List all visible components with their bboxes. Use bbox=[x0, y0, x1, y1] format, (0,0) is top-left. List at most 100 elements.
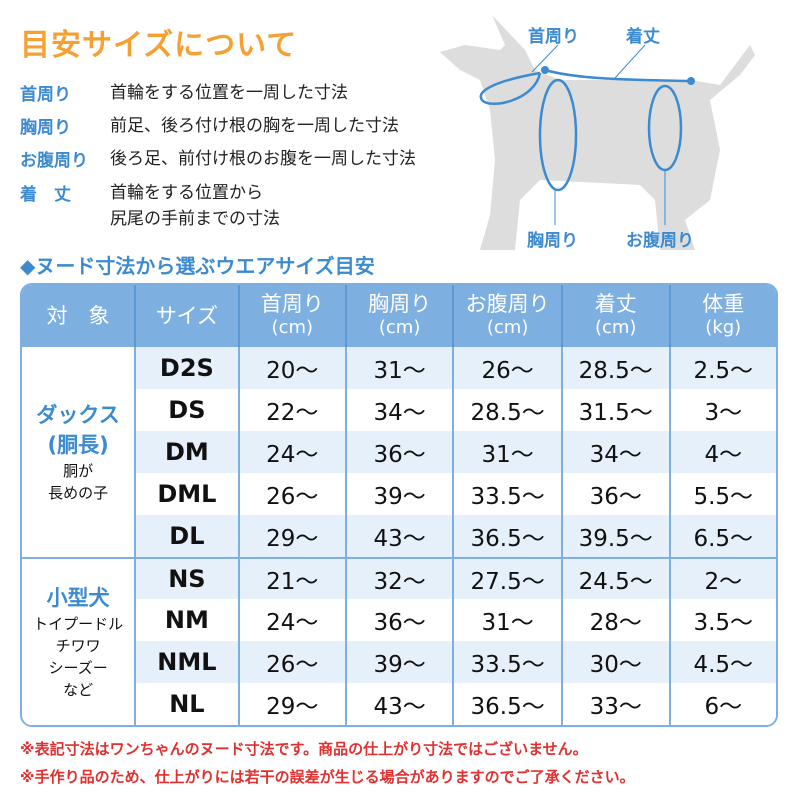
header-label: 体重 bbox=[702, 292, 745, 316]
desc: 後ろ足、前付け根のお腹を一周した寸法 bbox=[110, 149, 416, 169]
value-cell: 33.5〜 bbox=[452, 641, 561, 683]
value-cell: 4.5〜 bbox=[668, 641, 776, 683]
chest-ring bbox=[538, 78, 578, 192]
size-cell: NL bbox=[134, 683, 238, 725]
dog-diagram bbox=[440, 15, 755, 250]
group-desc: シーズー bbox=[48, 659, 108, 677]
definition-length: 着 丈 首輪をする位置から 尻尾の手前までの寸法 bbox=[20, 180, 280, 232]
value-cell: 36〜 bbox=[344, 431, 453, 473]
label-chest: 胸周り bbox=[527, 231, 578, 251]
value-cell: 33〜 bbox=[560, 683, 669, 725]
value-cell: 28〜 bbox=[560, 599, 669, 641]
term: 首周り bbox=[20, 85, 71, 105]
table-row: NML 26〜 39〜 33.5〜 30〜 4.5〜 bbox=[22, 641, 776, 683]
value-cell: 6.5〜 bbox=[668, 515, 776, 557]
header-unit: (cm) bbox=[486, 317, 529, 338]
value-cell: 20〜 bbox=[237, 347, 345, 389]
value-cell: 43〜 bbox=[344, 515, 453, 557]
value-cell: 39〜 bbox=[344, 641, 453, 683]
group-desc: チワワ bbox=[55, 637, 101, 655]
value-cell: 28.5〜 bbox=[452, 389, 561, 431]
value-cell: 24〜 bbox=[237, 431, 345, 473]
value-cell: 29〜 bbox=[237, 683, 345, 725]
note-1: ※表記寸法はワンちゃんのヌード寸法です。商品の仕上がり寸法ではございません。 bbox=[20, 740, 588, 758]
value-cell: 33.5〜 bbox=[452, 473, 561, 515]
header-unit: (cm) bbox=[594, 317, 637, 338]
value-cell: 2〜 bbox=[668, 557, 776, 599]
definition-chest: 胸周り 前足、後ろ付け根の胸を一周した寸法 bbox=[20, 113, 399, 139]
value-cell: 2.5〜 bbox=[668, 347, 776, 389]
value-cell: 36〜 bbox=[344, 599, 453, 641]
column-header: 着丈 (cm) bbox=[560, 285, 669, 347]
size-cell: DML bbox=[134, 473, 238, 515]
header-label: サイズ bbox=[155, 304, 219, 328]
group-cell: ダックス (胴長) 胴が長めの子 bbox=[22, 347, 135, 557]
value-cell: 5.5〜 bbox=[668, 473, 776, 515]
value-cell: 30〜 bbox=[560, 641, 669, 683]
value-cell: 24〜 bbox=[237, 599, 345, 641]
desc: 首輪をする位置を一周した寸法 bbox=[110, 83, 348, 103]
length-line bbox=[544, 68, 692, 83]
table-row: DL 29〜 43〜 36.5〜 39.5〜 6.5〜 bbox=[22, 515, 776, 557]
group-title: 小型犬 bbox=[46, 586, 110, 610]
value-cell: 34〜 bbox=[560, 431, 669, 473]
group-desc: など bbox=[63, 681, 94, 699]
column-header: 体重 (kg) bbox=[668, 285, 776, 347]
header-label: お腹周り bbox=[465, 292, 550, 316]
desc: 前足、後ろ付け根の胸を一周した寸法 bbox=[110, 116, 399, 136]
header-unit: (cm) bbox=[271, 317, 314, 338]
size-cell: NM bbox=[134, 599, 238, 641]
group-title2: (胴長) bbox=[47, 433, 109, 457]
group-desc: 胴が bbox=[63, 462, 94, 480]
group-title: ダックス bbox=[36, 403, 120, 427]
column-header: 首周り (cm) bbox=[237, 285, 345, 347]
column-header: サイズ bbox=[134, 285, 238, 347]
definition-belly: お腹周り 後ろ足、前付け根のお腹を一周した寸法 bbox=[20, 146, 416, 172]
value-cell: 21〜 bbox=[237, 557, 345, 599]
value-cell: 28.5〜 bbox=[560, 347, 669, 389]
desc2: 尻尾の手前までの寸法 bbox=[110, 209, 280, 229]
header-label: 着丈 bbox=[594, 292, 637, 316]
group-cell: 小型犬トイプードル チワワシーズーなど bbox=[22, 557, 135, 725]
header-label: 首周り bbox=[260, 292, 324, 316]
value-cell: 6〜 bbox=[668, 683, 776, 725]
value-cell: 31.5〜 bbox=[560, 389, 669, 431]
desc-wrap: 首輪をする位置から 尻尾の手前までの寸法 bbox=[110, 180, 280, 232]
table-row: DML 26〜 39〜 33.5〜 36〜 5.5〜 bbox=[22, 473, 776, 515]
header-unit: (cm) bbox=[378, 317, 421, 338]
page-title: 目安サイズについて bbox=[20, 28, 298, 63]
value-cell: 39〜 bbox=[344, 473, 453, 515]
size-cell: NS bbox=[134, 557, 238, 599]
value-cell: 31〜 bbox=[452, 431, 561, 473]
header-label: 対 象 bbox=[46, 304, 110, 328]
value-cell: 36〜 bbox=[560, 473, 669, 515]
desc: 首輪をする位置から bbox=[110, 183, 263, 203]
term: 着 丈 bbox=[20, 185, 71, 205]
value-cell: 3〜 bbox=[668, 389, 776, 431]
value-cell: 43〜 bbox=[344, 683, 453, 725]
definition-neck: 首周り 首輪をする位置を一周した寸法 bbox=[20, 80, 348, 106]
size-cell: DM bbox=[134, 431, 238, 473]
table-row: DS 22〜 34〜 28.5〜 31.5〜 3〜 bbox=[22, 389, 776, 431]
value-cell: 26〜 bbox=[237, 641, 345, 683]
value-cell: 24.5〜 bbox=[560, 557, 669, 599]
neck-ring bbox=[479, 71, 542, 105]
value-cell: 31〜 bbox=[344, 347, 453, 389]
value-cell: 26〜 bbox=[237, 473, 345, 515]
value-cell: 36.5〜 bbox=[452, 515, 561, 557]
table-row: NL 29〜 43〜 36.5〜 33〜 6〜 bbox=[22, 683, 776, 725]
group-desc: トイプードル bbox=[33, 615, 124, 633]
header-label: 胸周り bbox=[368, 292, 432, 316]
size-table: 対 象サイズ 首周り (cm) 胸周り (cm) お腹周り (cm) 着丈 (cm) 体重 (kg)… bbox=[20, 283, 778, 727]
table-title: ◆ヌード寸法から選ぶウエアサイズ目安 bbox=[20, 254, 375, 278]
term: 胸周り bbox=[20, 118, 71, 138]
group-desc: 長めの子 bbox=[48, 484, 109, 502]
size-cell: DS bbox=[134, 389, 238, 431]
term: お腹周り bbox=[20, 151, 88, 171]
label-belly: お腹周り bbox=[626, 231, 694, 251]
column-header: お腹周り (cm) bbox=[452, 285, 561, 347]
value-cell: 4〜 bbox=[668, 431, 776, 473]
column-header: 対 象 bbox=[22, 285, 135, 347]
size-cell: NML bbox=[134, 641, 238, 683]
table-row: 小型犬 トイプードル チワワ シーズー など NS 21〜 32〜 27.5〜 24.5〜 2〜 bbox=[22, 557, 776, 725]
